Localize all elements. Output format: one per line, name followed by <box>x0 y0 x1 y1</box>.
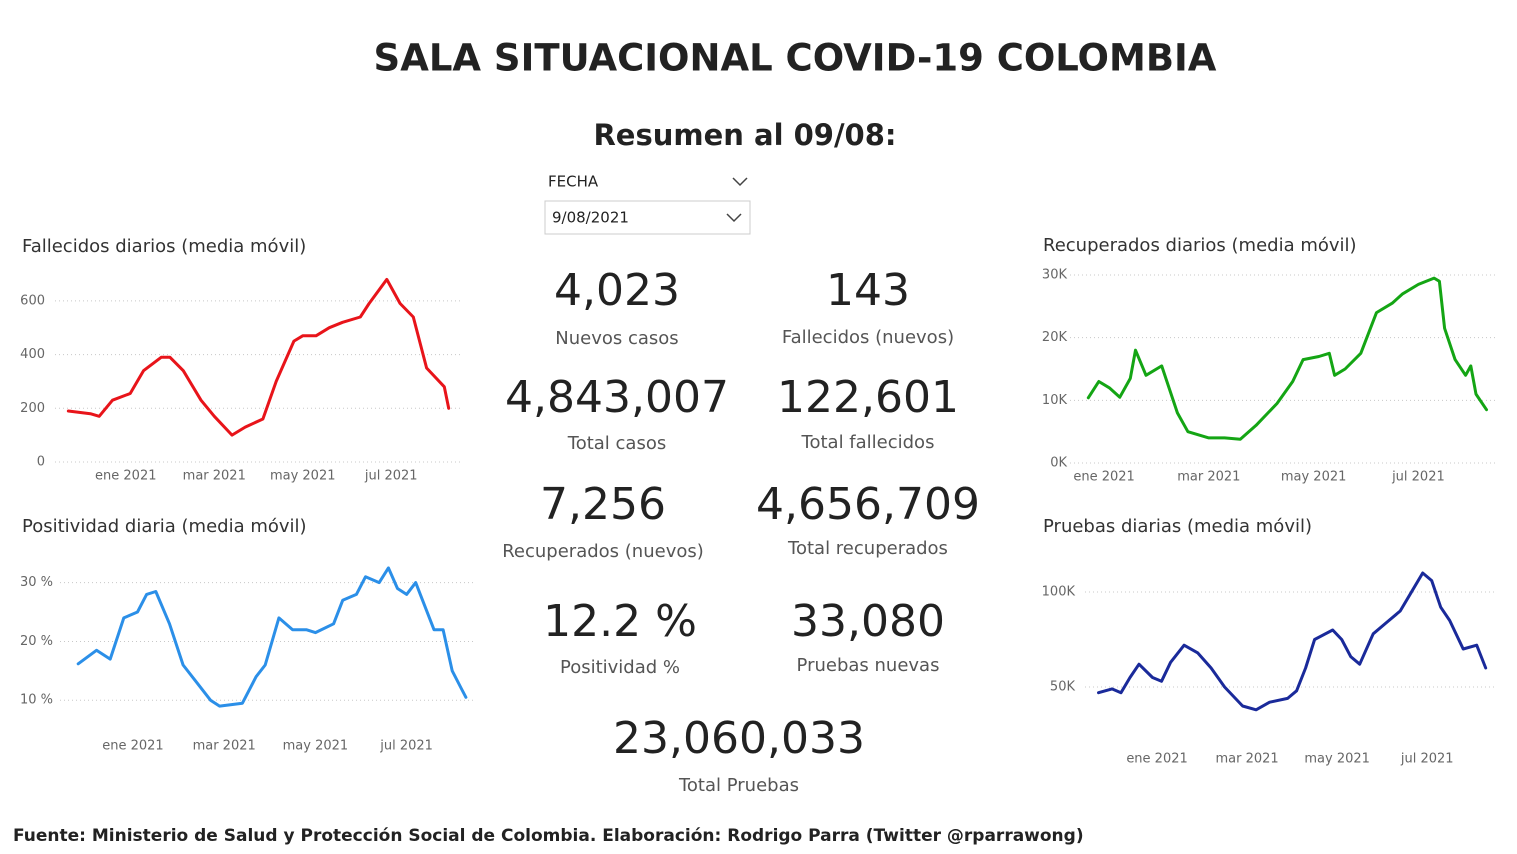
chart-title: Positividad diaria (media móvil) <box>22 516 307 537</box>
filter-label: FECHA <box>548 173 599 191</box>
chevron <box>726 213 742 223</box>
kpi-value: 4,843,007 <box>505 372 729 423</box>
kpi-label: Total Pruebas <box>678 775 799 796</box>
filter-value: 9/08/2021 <box>552 209 629 227</box>
y-tick-label: 50K <box>1050 680 1076 695</box>
y-tick-label: 20K <box>1042 330 1068 345</box>
line <box>1097 571 1488 712</box>
page-title: SALA SITUACIONAL COVID-19 COLOMBIA <box>374 37 1217 80</box>
x-tick-label: may 2021 <box>283 739 349 754</box>
kpi-label: Total recuperados <box>787 538 948 559</box>
y-tick-label: 100K <box>1042 585 1076 600</box>
chart-title: Pruebas diarias (media móvil) <box>1043 516 1312 537</box>
kpi-value: 12.2 % <box>543 596 697 647</box>
y-tick-label: 10K <box>1042 393 1068 408</box>
y-tick-label: 0K <box>1050 456 1067 471</box>
kpi-label: Nuevos casos <box>555 328 678 349</box>
x-tick-label: ene 2021 <box>1126 752 1187 767</box>
kpi-value: 4,656,709 <box>756 479 980 530</box>
kpi-label: Total casos <box>567 433 666 454</box>
y-tick-label: 30K <box>1042 268 1068 283</box>
y-tick-label: 400 <box>20 347 45 362</box>
kpi-value: 33,080 <box>791 596 945 647</box>
chart-title: Recuperados diarios (media móvil) <box>1043 235 1357 256</box>
kpi-value: 122,601 <box>777 372 959 423</box>
x-tick-label: jul 2021 <box>1400 752 1454 767</box>
x-tick-label: may 2021 <box>1281 470 1347 485</box>
line <box>66 277 451 437</box>
kpi-label: Total fallecidos <box>801 432 935 453</box>
kpi-value: 143 <box>826 265 910 316</box>
x-tick-label: jul 2021 <box>1391 470 1445 485</box>
subtitle: Resumen al 09/08: <box>593 118 896 152</box>
x-tick-label: jul 2021 <box>379 739 433 754</box>
line <box>76 566 468 708</box>
kpi-label: Positividad % <box>560 657 680 678</box>
x-tick-label: jul 2021 <box>364 469 418 484</box>
y-tick-label: 0 <box>37 455 45 470</box>
filter-box[interactable] <box>544 200 751 235</box>
x-tick-label: mar 2021 <box>1177 470 1240 485</box>
x-tick-label: ene 2021 <box>102 739 163 754</box>
y-tick-label: 30 % <box>20 575 53 590</box>
x-tick-label: may 2021 <box>270 469 336 484</box>
kpi-label: Fallecidos (nuevos) <box>782 327 954 348</box>
x-tick-label: ene 2021 <box>1073 470 1134 485</box>
x-tick-label: may 2021 <box>1304 752 1370 767</box>
chevron <box>732 177 748 187</box>
x-tick-label: mar 2021 <box>193 739 256 754</box>
x-tick-label: mar 2021 <box>1215 752 1278 767</box>
x-tick-label: ene 2021 <box>95 469 156 484</box>
x-tick-label: mar 2021 <box>183 469 246 484</box>
kpi-value: 4,023 <box>554 265 680 316</box>
y-tick-label: 200 <box>20 401 45 416</box>
kpi-value: 23,060,033 <box>613 713 865 764</box>
chart-title: Fallecidos diarios (media móvil) <box>22 236 306 257</box>
line <box>1086 276 1488 441</box>
y-tick-label: 600 <box>20 293 45 308</box>
kpi-label: Pruebas nuevas <box>797 655 940 676</box>
y-tick-label: 20 % <box>20 634 53 649</box>
date-filter[interactable]: FECHA 9/08/2021 <box>544 173 751 235</box>
kpi-label: Recuperados (nuevos) <box>502 541 704 562</box>
y-tick-label: 10 % <box>20 693 53 708</box>
kpi-value: 7,256 <box>540 479 666 530</box>
footer: Fuente: Ministerio de Salud y Protección… <box>13 826 1084 846</box>
